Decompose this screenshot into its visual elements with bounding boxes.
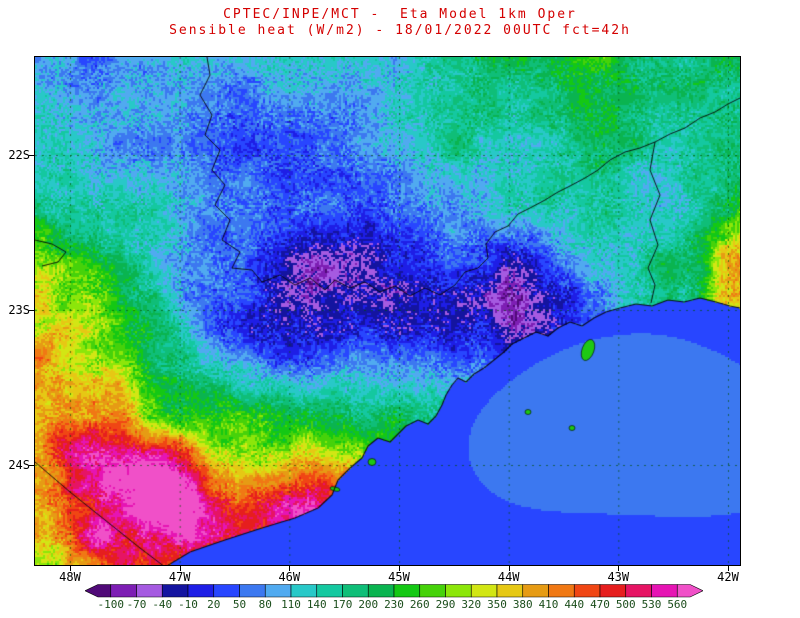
sensible-heat-field-map xyxy=(35,57,740,565)
longitude-label: 45W xyxy=(388,570,410,584)
colorbar-tick-label: 170 xyxy=(332,598,353,611)
colorbar-tick-label: 380 xyxy=(512,598,533,611)
colorbar-tick-label: -100 xyxy=(97,598,125,611)
colorbar-tick-label: 350 xyxy=(487,598,507,611)
colorbar-segment xyxy=(419,584,446,598)
colorbar-segment xyxy=(161,584,189,598)
colorbar-tick-label: -70 xyxy=(126,598,147,611)
colorbar-segment xyxy=(676,584,703,598)
map-plot-frame xyxy=(34,56,741,566)
colorbar-tick-label: 80 xyxy=(258,598,272,611)
latitude-label: 23S xyxy=(8,303,30,317)
latitude-tick xyxy=(29,155,34,156)
colorbar-tick-label: 530 xyxy=(641,598,662,611)
colorbar-tick-label: 50 xyxy=(232,598,247,611)
colorbar-segment xyxy=(625,584,652,598)
colorbar-segment xyxy=(522,584,549,598)
colorbar-segment xyxy=(496,584,524,598)
colorbar-segment xyxy=(367,584,395,598)
colorbar-tick-label: 500 xyxy=(615,598,636,611)
colorbar-tick-label: 260 xyxy=(409,598,430,611)
colorbar-tick-label: 560 xyxy=(667,598,688,611)
colorbar-segment xyxy=(470,584,498,598)
colorbar-segment xyxy=(136,584,163,598)
longitude-label: 44W xyxy=(497,570,520,584)
latitude-label: 22S xyxy=(8,148,30,162)
colorbar-segment xyxy=(573,584,601,598)
colorbar-tick-label: 470 xyxy=(590,598,610,611)
colorbar-tick-label: -40 xyxy=(152,598,173,611)
colorbar-segment xyxy=(110,584,137,598)
colorbar-segment xyxy=(342,584,369,598)
longitude-label: 42W xyxy=(717,570,739,584)
colorbar-segment xyxy=(393,584,421,598)
colorbar-tick-label: 20 xyxy=(207,598,221,611)
longitude-tick xyxy=(289,566,291,571)
colorbar-segment xyxy=(548,584,575,598)
colorbar-tick-label: 290 xyxy=(435,598,456,611)
longitude-tick xyxy=(618,566,620,571)
colorbar xyxy=(85,584,703,598)
longitude-tick xyxy=(508,566,510,571)
latitude-tick xyxy=(29,310,34,311)
colorbar-segment xyxy=(651,584,678,598)
longitude-tick xyxy=(399,566,400,571)
colorbar-tick-label: 140 xyxy=(306,598,327,611)
colorbar-segment xyxy=(445,584,472,598)
chart-title-line2: Sensible heat (W/m2) - 18/01/2022 00UTC … xyxy=(169,23,631,38)
latitude-tick xyxy=(29,465,34,466)
colorbar-tick-label: 320 xyxy=(461,598,482,611)
longitude-label: 48W xyxy=(59,570,81,584)
colorbar-segment xyxy=(85,584,112,598)
longitude-tick xyxy=(70,566,71,571)
longitude-label: 46W xyxy=(278,570,301,584)
colorbar-segment xyxy=(316,584,343,598)
colorbar-tick-label: -10 xyxy=(178,598,198,611)
colorbar-segment xyxy=(187,584,215,598)
colorbar-segment xyxy=(599,584,627,598)
chart-title-line1: CPTEC/INPE/MCT - Eta Model 1km Oper xyxy=(223,7,577,22)
colorbar-tick-label: 230 xyxy=(384,598,404,611)
colorbar-segment xyxy=(290,584,318,598)
longitude-label: 43W xyxy=(607,570,630,584)
colorbar-tick-label: 410 xyxy=(538,598,559,611)
colorbar-segment xyxy=(239,584,266,598)
colorbar-tick-label: 110 xyxy=(281,598,301,611)
longitude-tick xyxy=(179,566,181,571)
colorbar-segment xyxy=(213,584,240,598)
longitude-label: 47W xyxy=(168,570,191,584)
colorbar-tick-label: 200 xyxy=(358,598,379,611)
latitude-label: 24S xyxy=(8,458,30,472)
longitude-tick xyxy=(728,566,729,571)
colorbar-tick-label: 440 xyxy=(564,598,585,611)
colorbar-segment xyxy=(264,584,292,598)
